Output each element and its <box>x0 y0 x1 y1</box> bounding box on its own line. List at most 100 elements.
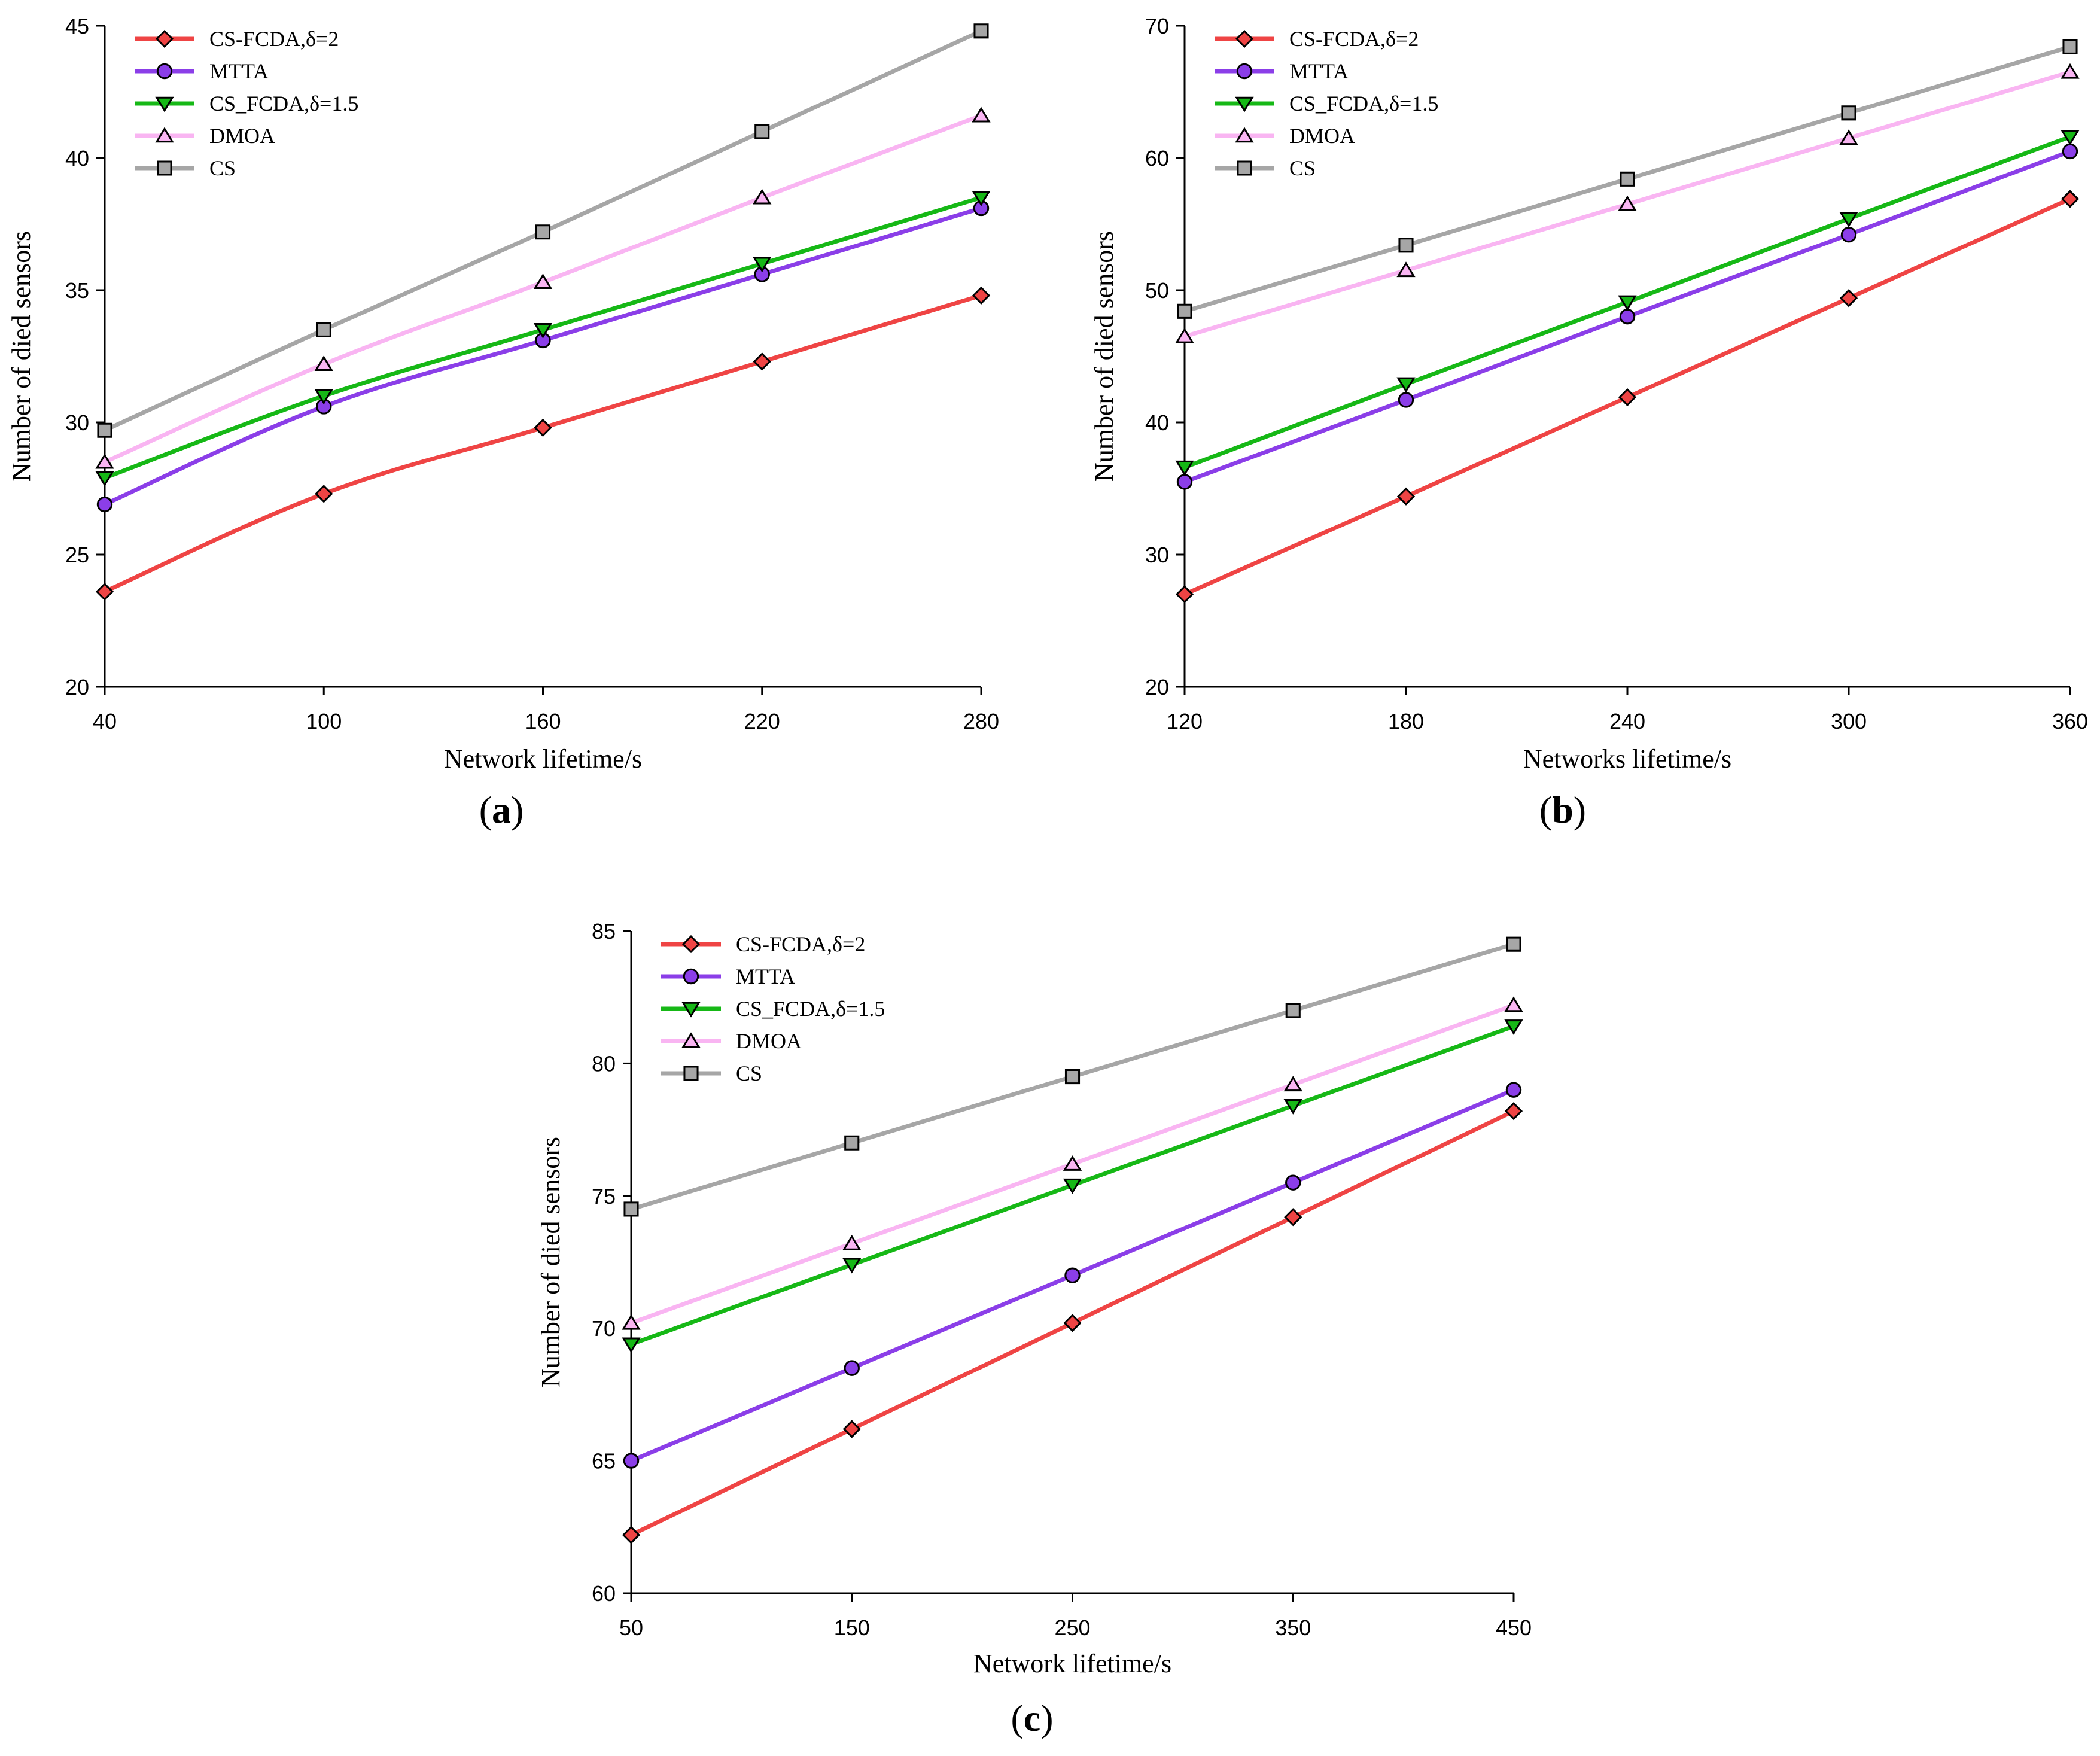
y-tick-label: 60 <box>1145 146 1169 171</box>
data-point <box>534 418 552 437</box>
legend-label: CS-FCDA,δ=2 <box>209 27 339 51</box>
panel-label-letter: b <box>1552 789 1574 831</box>
legend-marker <box>155 127 174 143</box>
data-point <box>1839 129 1858 145</box>
panel-label-open: ( <box>479 789 492 831</box>
y-tick-label: 25 <box>65 543 89 567</box>
legend-marker <box>155 29 174 48</box>
x-tick-label: 350 <box>1275 1615 1311 1640</box>
data-point <box>1175 460 1194 476</box>
x-tick-label: 150 <box>834 1615 870 1640</box>
data-point <box>1504 996 1523 1012</box>
data-point <box>315 485 333 503</box>
legend-label: CS_FCDA,δ=1.5 <box>736 997 885 1021</box>
data-point <box>1063 1178 1082 1194</box>
data-point <box>314 389 333 405</box>
legend-marker <box>681 935 701 954</box>
data-point <box>1064 1069 1081 1085</box>
panel-label-letter: c <box>1024 1697 1040 1739</box>
legend-marker <box>1235 96 1254 112</box>
legend-marker <box>156 63 173 80</box>
data-point <box>844 1360 860 1376</box>
data-point <box>972 286 991 305</box>
data-point <box>1284 1208 1302 1227</box>
data-point <box>97 422 112 438</box>
data-point <box>533 273 553 289</box>
data-point <box>1396 487 1416 506</box>
panel-label-close: ) <box>1040 1697 1053 1739</box>
x-tick-label: 40 <box>93 709 117 734</box>
data-point <box>1398 392 1414 408</box>
data-point <box>1175 585 1194 604</box>
data-point <box>1841 105 1856 121</box>
data-point <box>1396 261 1416 278</box>
y-tick-label: 70 <box>592 1316 616 1341</box>
data-point <box>1618 388 1637 407</box>
data-point <box>1619 309 1636 325</box>
legend-marker <box>683 1066 699 1081</box>
panel-label: (a) <box>479 789 524 831</box>
x-tick-label: 220 <box>744 709 780 734</box>
legend-label: CS_FCDA,δ=1.5 <box>1289 92 1438 115</box>
data-point <box>623 1453 640 1469</box>
panel-label-close: ) <box>511 789 524 831</box>
y-tick-label: 75 <box>592 1184 616 1209</box>
data-point <box>1504 1101 1523 1121</box>
legend-entry: CS-FCDA,δ=2 <box>661 932 865 956</box>
data-point <box>973 23 989 39</box>
y-tick-label: 20 <box>1145 675 1169 699</box>
legend-label: CS <box>1289 156 1316 180</box>
data-point <box>2062 39 2078 54</box>
legend-marker <box>1237 160 1252 176</box>
y-tick-label: 30 <box>1145 543 1169 567</box>
data-point <box>1840 226 1857 243</box>
x-tick-label: 160 <box>525 709 561 734</box>
x-tick-label: 280 <box>963 709 999 734</box>
data-point <box>753 188 772 205</box>
data-point <box>754 124 770 139</box>
legend-entry: CS-FCDA,δ=2 <box>135 27 339 51</box>
data-point <box>2061 130 2080 146</box>
x-tick-label: 50 <box>619 1615 643 1640</box>
data-point <box>623 1201 639 1217</box>
legend-entry: DMOA <box>661 1029 802 1053</box>
data-point <box>1176 474 1193 490</box>
data-point <box>535 224 551 240</box>
y-tick-label: 20 <box>65 675 89 699</box>
y-axis-title: Number of died sensors <box>7 231 36 482</box>
x-axis-title: Network lifetime/s <box>444 744 642 774</box>
data-point <box>972 106 991 123</box>
data-point <box>95 453 114 469</box>
legend-label: CS-FCDA,δ=2 <box>1289 27 1419 51</box>
y-tick-label: 40 <box>65 146 89 171</box>
data-point <box>533 323 553 339</box>
data-point <box>96 496 113 513</box>
series-line-1 <box>102 206 984 507</box>
legend-entry: CS <box>135 156 236 180</box>
data-point <box>842 1234 862 1250</box>
panel-label-open: ( <box>1011 1697 1023 1739</box>
data-point <box>1618 195 1637 211</box>
data-point <box>1063 1314 1082 1332</box>
legend-marker <box>1235 127 1254 143</box>
data-point <box>2062 143 2078 160</box>
legend-label: MTTA <box>1289 59 1349 83</box>
y-tick-label: 70 <box>1145 14 1169 38</box>
legend-entry: CS_FCDA,δ=1.5 <box>661 997 885 1021</box>
data-point <box>622 1314 641 1330</box>
legend-label: DMOA <box>209 124 275 148</box>
legend-entry: CS <box>1215 156 1316 180</box>
data-point <box>842 1420 861 1438</box>
legend-entry: MTTA <box>135 59 269 83</box>
y-tick-label: 40 <box>1145 410 1169 435</box>
x-tick-label: 300 <box>1831 709 1867 734</box>
data-point <box>1618 295 1637 311</box>
legend-entry: MTTA <box>661 964 795 988</box>
data-point <box>95 471 114 487</box>
data-point <box>2061 190 2080 208</box>
data-point <box>1285 1174 1301 1191</box>
y-tick-label: 45 <box>65 14 89 38</box>
y-tick-label: 50 <box>1145 278 1169 303</box>
legend-label: MTTA <box>736 964 795 988</box>
data-point <box>1505 1082 1522 1098</box>
